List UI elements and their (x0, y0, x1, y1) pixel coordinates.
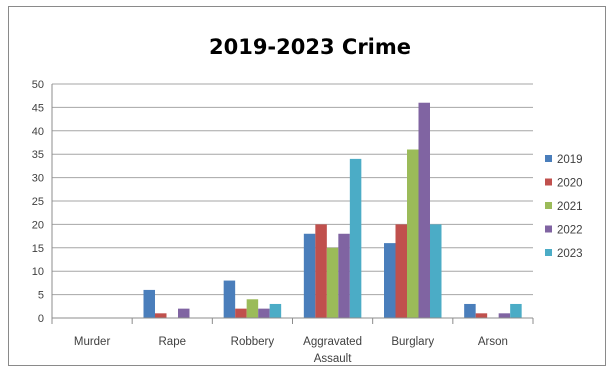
legend-item-2021: 2021 (545, 201, 583, 213)
bar-2020-arson (475, 313, 488, 318)
legend-label: 2023 (557, 248, 583, 260)
legend: 2019 2020 2021 2022 2023 (545, 154, 583, 260)
y-tick-label: 5 (38, 290, 44, 302)
bar-2021-robbery (246, 299, 259, 318)
bar-2020-robbery (235, 308, 247, 318)
bar-2019-robbery (223, 280, 236, 318)
gridlines (52, 83, 533, 296)
y-tick-label: 50 (32, 79, 44, 91)
legend-label: 2022 (557, 225, 583, 237)
x-category-label: Rape (159, 336, 187, 348)
y-tick-label: 30 (32, 173, 44, 185)
y-tick-label: 0 (38, 313, 44, 325)
legend-swatch (545, 249, 552, 256)
y-axis-ticks: 0 5 10 15 20 25 30 35 40 45 50 (32, 79, 44, 325)
bar-2022-rape (178, 308, 190, 318)
legend-item-2019: 2019 (545, 154, 583, 166)
bar-2020-rape (155, 313, 167, 318)
legend-swatch (545, 155, 552, 162)
y-tick-label: 20 (32, 219, 44, 231)
bar-2022-aggravated-assault (338, 233, 350, 318)
bar-2019-burglary (384, 243, 396, 318)
bar-2019-arson (464, 303, 476, 318)
bar-2020-aggravated-assault (315, 224, 327, 318)
bar-2019-rape (143, 289, 155, 318)
bars (143, 102, 522, 318)
chart-title: 2019-2023 Crime (209, 35, 411, 59)
bar-2023-robbery (269, 303, 282, 318)
bar-2022-arson (498, 313, 511, 318)
y-tick-label: 25 (32, 196, 44, 208)
legend-label: 2021 (557, 201, 583, 213)
bar-2023-burglary (430, 224, 442, 318)
y-tick-label: 45 (32, 102, 44, 114)
category-labels: Murder Rape Robbery Aggravated Assault Burgla… (74, 336, 508, 365)
x-category-label: Robbery (231, 336, 275, 348)
x-category-label: Murder (74, 336, 111, 348)
bar-2021-burglary (407, 149, 419, 318)
legend-item-2023: 2023 (545, 248, 583, 260)
legend-swatch (545, 225, 552, 233)
legend-swatch (545, 178, 552, 186)
bar-2022-burglary (418, 102, 430, 318)
legend-item-2022: 2022 (545, 225, 583, 237)
legend-swatch (545, 202, 552, 209)
bar-2023-arson (510, 303, 522, 318)
x-category-label: Aggravated (303, 336, 362, 348)
x-category-label: Assault (314, 353, 353, 365)
legend-label: 2020 (557, 178, 583, 190)
bar-2021-aggravated-assault (326, 247, 339, 318)
y-tick-label: 35 (32, 149, 44, 161)
bar-2019-aggravated-assault (303, 233, 316, 318)
x-axis (51, 84, 534, 324)
legend-item-2020: 2020 (545, 178, 583, 190)
legend-label: 2019 (557, 154, 583, 166)
bar-2022-robbery (258, 308, 270, 318)
y-tick-label: 40 (32, 126, 44, 138)
y-tick-label: 15 (32, 243, 44, 255)
y-tick-label: 10 (32, 266, 44, 278)
bar-2020-burglary (395, 224, 407, 318)
x-category-label: Arson (478, 336, 508, 348)
x-category-label: Burglary (391, 336, 434, 348)
bar-2023-aggravated-assault (349, 158, 362, 318)
